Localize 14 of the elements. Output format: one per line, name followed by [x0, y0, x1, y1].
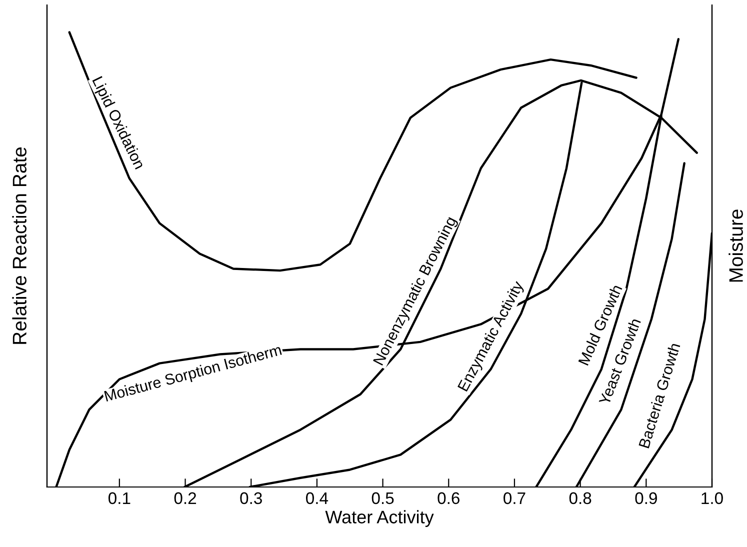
x-tick-label: 0.5 — [372, 492, 394, 504]
x-tick-label: 0.3 — [240, 492, 262, 504]
x-tick-label: 0.1 — [108, 492, 130, 504]
x-tick-label: 0.6 — [438, 492, 460, 504]
x-tick-label: 0.4 — [306, 492, 328, 504]
y-axis-title: Relative Reaction Rate — [12, 147, 26, 344]
x-tick-label: 0.9 — [635, 492, 657, 504]
x-axis-title: Water Activity — [325, 510, 434, 528]
x-tick-label: 0.8 — [569, 492, 592, 504]
x-tick-label: 0.2 — [174, 492, 196, 504]
text: Moisture Sorption Isotherm — [104, 344, 283, 405]
x-tick-label: 0.7 — [504, 492, 526, 504]
y2-axis-title: Moisture — [728, 210, 743, 282]
x-tick-label: 1.0 — [702, 492, 723, 504]
